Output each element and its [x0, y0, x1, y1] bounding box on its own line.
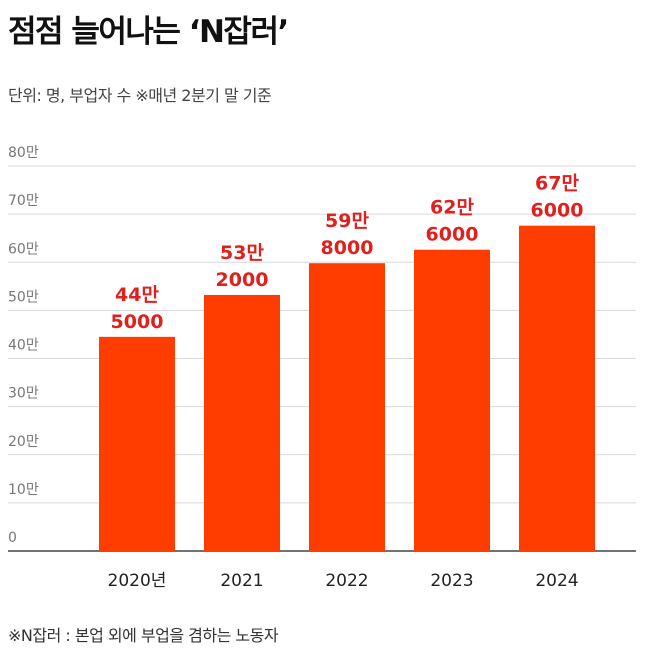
bar [414, 249, 490, 552]
y-tick-label: 20만 [8, 434, 39, 450]
y-tick-label: 60만 [8, 241, 39, 257]
value-label: 62만 [430, 197, 474, 219]
value-labels: 44만 5000 53만 2000 59만 8000 62만 6000 67만 6000 [111, 173, 584, 333]
x-tick-label: 2023 [430, 571, 473, 591]
value-label: 2000 [216, 269, 269, 291]
value-label: 5000 [111, 311, 164, 333]
footnote: ※N잡러 : 본업 외에 부업을 겸하는 노동자 [8, 626, 279, 645]
y-tick-label: 0 [8, 530, 17, 546]
chart-title: 점점 늘어나는 ‘N잡러’ [8, 14, 289, 50]
value-label: 53만 [220, 242, 264, 264]
value-label: 6000 [426, 224, 479, 246]
y-tick-label: 50만 [8, 289, 39, 305]
bars [99, 225, 595, 552]
value-label: 44만 [115, 284, 159, 306]
x-tick-label: 2022 [325, 571, 368, 591]
y-tick-label: 80만 [8, 145, 39, 161]
y-tick-label: 70만 [8, 193, 39, 209]
bar [309, 263, 385, 551]
bar [519, 225, 595, 552]
x-tick-label: 2021 [220, 571, 263, 591]
bar [204, 294, 280, 551]
y-tick-label: 10만 [8, 482, 39, 498]
value-label: 6000 [531, 200, 584, 222]
bar [99, 336, 175, 551]
value-label: 67만 [535, 173, 579, 195]
chart-subtitle: 단위: 명, 부업자 수 ※매년 2분기 말 기준 [8, 86, 272, 105]
y-tick-label: 30만 [8, 386, 39, 402]
y-axis-ticks: 0 10만 20만 30만 40만 50만 60만 70만 80만 [8, 145, 39, 546]
x-axis-ticks: 2020년 2021 2022 2023 2024 [108, 571, 579, 591]
y-tick-label: 40만 [8, 338, 39, 354]
value-label: 8000 [321, 237, 374, 259]
x-tick-label: 2024 [535, 571, 578, 591]
value-label: 59만 [325, 210, 369, 232]
x-tick-label: 2020년 [108, 571, 167, 591]
